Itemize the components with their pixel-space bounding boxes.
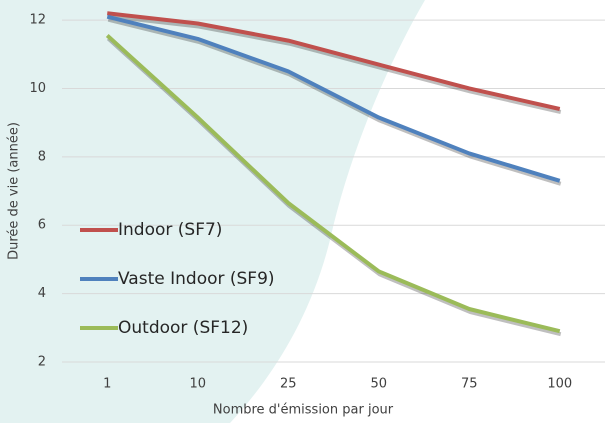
series-line: [107, 11, 561, 111]
y-tick-label: 4: [38, 286, 46, 301]
x-tick-label: 25: [280, 377, 297, 392]
legend-label: Outdoor (SF12): [118, 318, 248, 338]
background-shape: [0, 0, 425, 423]
line-shadow: [107, 17, 562, 186]
series-line: [105, 33, 561, 334]
x-tick-label: 1: [103, 377, 111, 392]
y-axis-label: Durée de vie (année): [7, 122, 22, 260]
y-tick-label: 6: [38, 218, 46, 233]
x-tick-label: 100: [547, 377, 572, 392]
x-axis-label: Nombre d'émission par jour: [213, 403, 394, 418]
x-tick-label: 75: [461, 377, 478, 392]
x-tick-label: 50: [370, 377, 387, 392]
legend-label: Vaste Indoor (SF9): [118, 269, 275, 289]
series-line: [106, 14, 561, 183]
y-tick-label: 8: [38, 149, 46, 164]
x-tick-label: 10: [189, 377, 206, 392]
legend-label: Indoor (SF7): [118, 220, 222, 240]
y-tick-label: 12: [29, 13, 46, 28]
line-shadow: [108, 14, 562, 114]
y-tick-label: 2: [38, 355, 46, 370]
y-tick-label: 10: [29, 81, 46, 96]
